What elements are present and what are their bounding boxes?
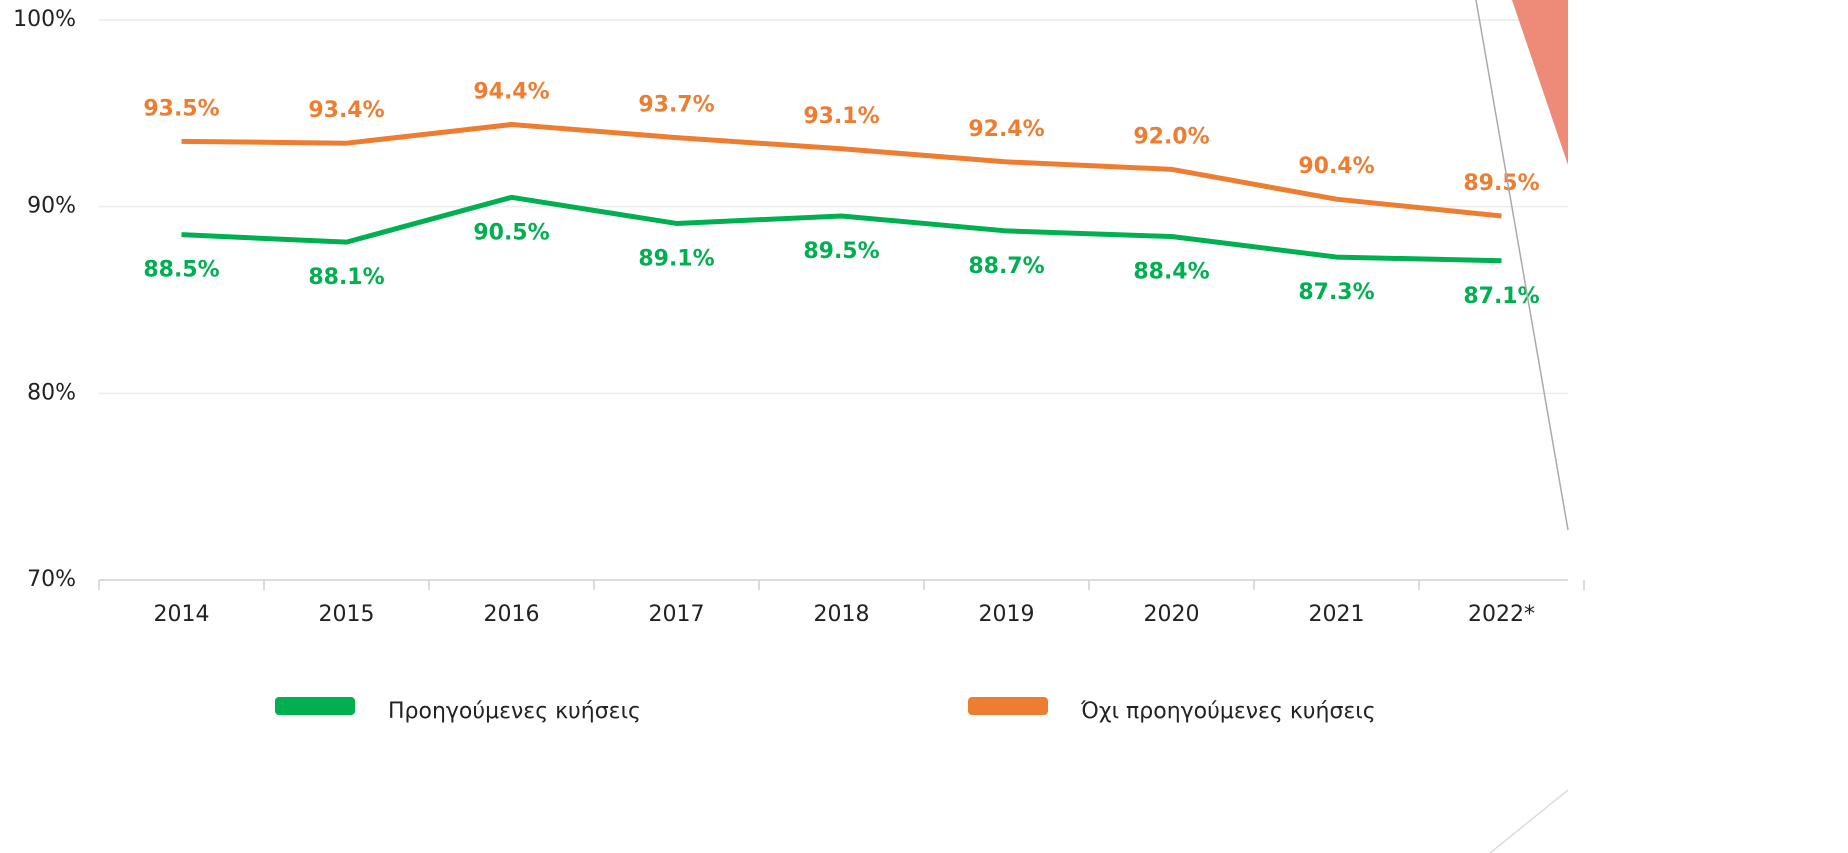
y-tick-label: 70% <box>27 567 76 592</box>
page: {"chart_data": {"type": "line", "categor… <box>0 0 1848 853</box>
x-tick-label: 2022* <box>1468 602 1535 627</box>
legend-label: Προηγούμενες κυήσεις <box>388 699 641 724</box>
value-label: 88.5% <box>143 258 219 283</box>
legend-swatch <box>968 697 1048 715</box>
value-label: 93.4% <box>308 98 384 123</box>
value-label: 93.7% <box>638 93 714 118</box>
value-label: 93.5% <box>143 96 219 121</box>
x-tick-label: 2014 <box>154 602 210 627</box>
value-label: 89.5% <box>1463 171 1539 196</box>
value-label: 92.0% <box>1133 124 1209 149</box>
value-label: 88.4% <box>1133 260 1209 285</box>
value-label: 89.5% <box>803 239 879 264</box>
value-label: 93.1% <box>803 104 879 129</box>
x-tick-label: 2021 <box>1309 602 1365 627</box>
value-label: 90.4% <box>1298 154 1374 179</box>
corner-shape <box>1512 0 1568 165</box>
x-tick-label: 2018 <box>814 602 870 627</box>
value-label: 88.1% <box>308 265 384 290</box>
y-tick-label: 80% <box>27 380 76 405</box>
chart: 70% 80% 90% 100% 2014 2015 2016 2017 2018 2019 202… <box>0 0 1848 853</box>
deco-line <box>1490 790 1568 853</box>
x-tick-label: 2015 <box>319 602 375 627</box>
value-label: 94.4% <box>473 80 549 105</box>
y-tick-label: 90% <box>27 194 76 219</box>
legend-label: Όχι προηγούμενες κυήσεις <box>1080 699 1376 724</box>
value-label: 92.4% <box>968 117 1044 142</box>
x-tick-label: 2017 <box>649 602 705 627</box>
y-tick-label: 100% <box>13 7 76 32</box>
x-tick-label: 2016 <box>484 602 540 627</box>
x-tick-label: 2020 <box>1144 602 1200 627</box>
value-label: 89.1% <box>638 246 714 271</box>
value-label: 87.3% <box>1298 280 1374 305</box>
value-label: 90.5% <box>473 220 549 245</box>
x-tick-label: 2019 <box>979 602 1035 627</box>
value-label: 88.7% <box>968 254 1044 279</box>
legend-swatch <box>275 697 355 715</box>
plot: 70% 80% 90% 100% 2014 2015 2016 2017 2018 2019 202… <box>13 7 1584 724</box>
decoration <box>1476 0 1568 853</box>
